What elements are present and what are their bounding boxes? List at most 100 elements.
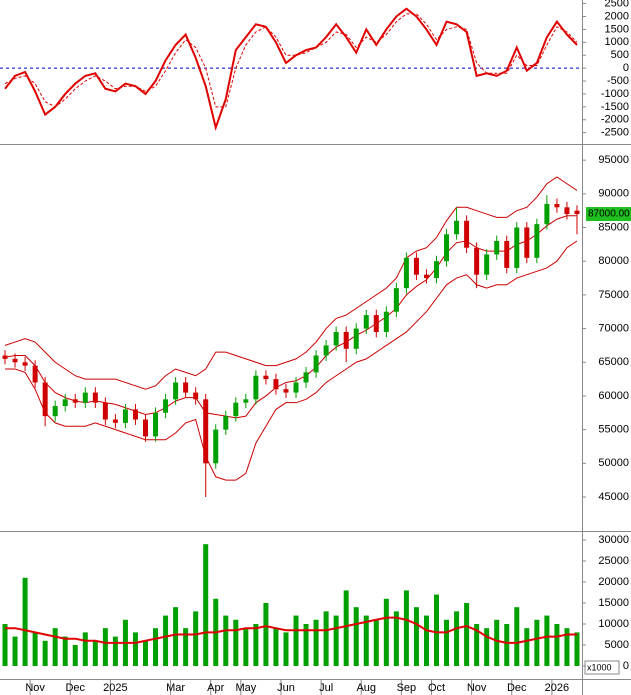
bollinger-band [4,176,578,390]
volume-bar [534,619,540,666]
candle-body [303,372,309,383]
last-price-label: 87000.00 [588,209,630,220]
candle-body [92,392,98,403]
candle-body [474,247,480,275]
candle-body [454,220,460,235]
x-tick-label: 2025 [103,682,127,694]
candle-body [323,345,329,356]
volume-bar [283,632,289,666]
y-tick-label: 500 [611,49,629,61]
volume-bar [143,640,148,666]
bollinger-band [4,215,577,419]
x-tick-label: Aug [356,682,376,694]
candle-body [193,392,199,400]
candle-body [72,399,78,403]
volume-bar [313,619,319,666]
y-tick-label: 20000 [598,576,629,588]
x-tick-label: Oct [428,682,445,694]
y-tick-label: 50000 [598,457,629,469]
volume-bar [193,611,199,666]
candle-body [12,358,18,363]
last-price-box [586,207,631,222]
y-tick-label: 65000 [598,356,629,368]
y-tick-label: 85000 [598,221,629,233]
signal-line [4,13,578,108]
x-tick-label: Dec [65,682,85,694]
volume-bar [303,623,309,666]
candle-body [373,315,379,332]
volume-bar [163,615,169,666]
y-tick-label: 95000 [598,154,629,166]
volume-bar [363,615,369,666]
volume-bar [203,544,209,666]
candle-body [42,382,48,417]
y-tick-label: 1500 [605,23,629,35]
y-tick-label: -1000 [601,88,629,100]
volume-bar [102,628,108,666]
candle-body [333,331,339,346]
candle-body [434,261,439,279]
volume-bar [32,632,38,666]
y-tick-label: 60000 [598,390,629,402]
volume-unit: x1000 [587,662,612,672]
candle-body [423,274,429,279]
volume-bar [173,607,179,666]
volume-bar [413,607,419,666]
candle-body [153,412,159,437]
volume-bar [494,619,500,666]
volume-bar [524,628,530,666]
y-tick-label: 2500 [605,0,629,9]
volume-bar [484,628,490,666]
candle-body [163,399,169,413]
candle-body [494,240,500,255]
volume-bar [233,619,239,666]
candle-body [413,257,419,275]
candle-body [524,227,530,258]
candle-body [403,257,409,289]
candle-body [484,254,490,275]
x-tick-label: Jun [277,682,295,694]
volume-bar [153,628,159,666]
volume-bar [373,619,379,666]
volume-bar [293,615,299,666]
candle-body [82,392,88,403]
volume-ma-line [5,616,577,644]
y-tick-label: 75000 [598,289,629,301]
volume-bar [403,590,409,666]
candle-body [213,429,219,464]
volume-bar [504,623,510,666]
candle-body [203,399,209,464]
y-tick-label: 0 [623,660,629,672]
volume-bar [454,611,460,666]
candle-body [112,419,118,423]
y-tick-label: 45000 [598,491,629,503]
x-tick-label: Mar [166,682,185,694]
y-tick-label: -2000 [601,114,629,126]
y-tick-label: 25000 [598,555,629,567]
volume-bar [52,628,58,666]
volume-bar [183,628,189,666]
volume-bar [112,636,118,666]
volume-bar [393,611,399,666]
volume-bar [22,577,28,666]
candle-body [102,402,108,420]
candle-body [393,288,399,312]
candle-body [283,389,289,393]
candle-body [62,399,68,407]
volume-bar [62,636,68,666]
candle-body [183,382,189,393]
y-tick-label: 80000 [598,255,629,267]
candle-body [32,365,38,383]
volume-bar [544,615,550,666]
candle-body [313,355,319,373]
candle-body [343,331,349,349]
candle-body [173,382,179,400]
volume-bar [554,623,560,666]
y-tick-label: 10000 [598,618,629,630]
candle-body [554,203,560,208]
y-tick-label: -2500 [601,127,629,139]
candle-body [514,227,520,268]
volume-bar [253,623,259,666]
